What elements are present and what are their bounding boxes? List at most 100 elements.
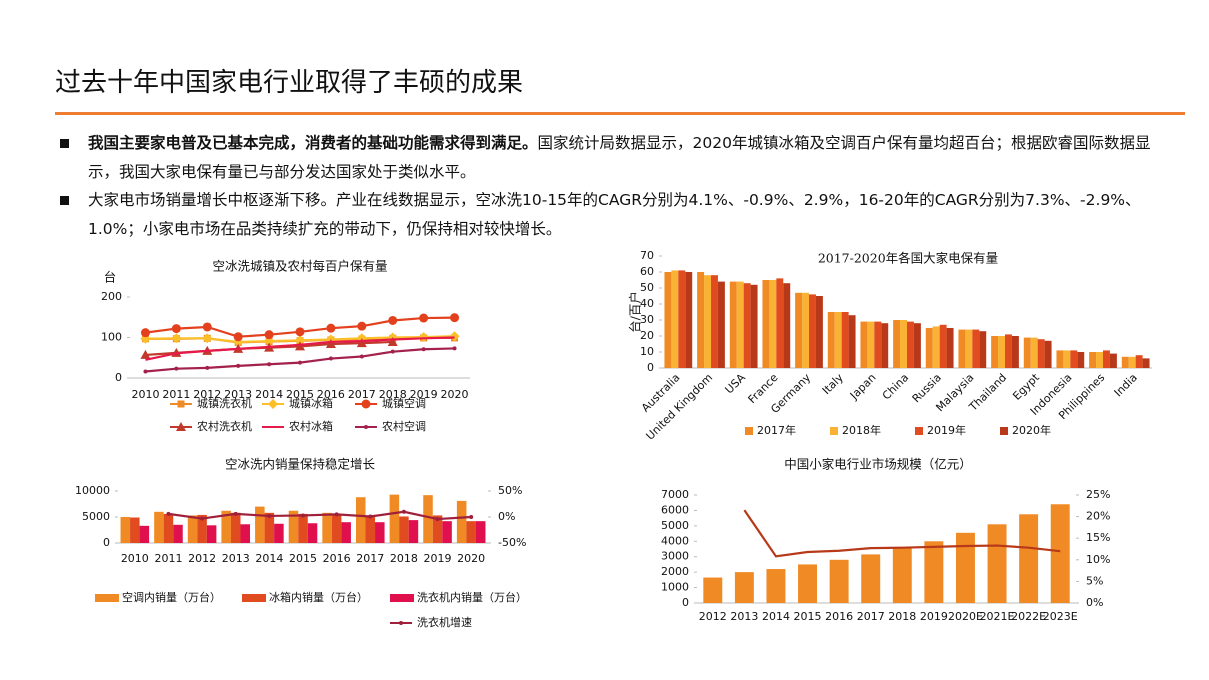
x-tick-label: 2013 xyxy=(222,552,250,565)
marker xyxy=(364,425,368,429)
y2-tick-label: -50% xyxy=(498,536,526,549)
bar xyxy=(841,312,849,368)
marker xyxy=(233,332,243,342)
x-tick-label: 2010 xyxy=(131,388,159,401)
bar xyxy=(221,510,231,543)
x-tick-label: 2015 xyxy=(289,552,317,565)
marker xyxy=(390,349,395,354)
bar xyxy=(331,514,342,543)
bar xyxy=(861,554,881,603)
marker xyxy=(267,362,272,367)
x-tick-label: 2012 xyxy=(699,610,727,623)
marker xyxy=(356,338,367,348)
chart-title: 中国小家电行业市场规模（亿元） xyxy=(784,457,972,472)
bullet-bold: 我国主要家电普及已基本完成，消费者的基础功能需求得到满足。 xyxy=(88,134,538,152)
marker xyxy=(399,621,403,625)
bar xyxy=(1050,504,1070,603)
marker xyxy=(143,369,148,374)
bullet-text: 国家统计局数据显示，2020年城镇冰箱及空调百户保有量均超百台；根据欧睿国际数据… xyxy=(88,134,1151,181)
marker xyxy=(401,509,406,514)
bar xyxy=(1056,350,1064,368)
legend-label: 2019年 xyxy=(927,423,966,437)
bar xyxy=(264,512,275,543)
bar xyxy=(355,497,366,543)
x-tick-label: 2020E xyxy=(948,610,983,623)
bar xyxy=(206,525,217,543)
x-tick-label: 2019 xyxy=(424,552,452,565)
marker xyxy=(171,333,182,344)
marker xyxy=(267,513,272,518)
y-tick-label: 6000 xyxy=(661,503,689,516)
bar xyxy=(1044,340,1052,368)
bar xyxy=(432,515,443,543)
bar xyxy=(766,569,786,603)
legend-swatch xyxy=(915,427,923,435)
y-tick-label: 2000 xyxy=(661,565,689,578)
x-tick-label: 2015 xyxy=(286,388,314,401)
chart-title: 2017-2020年各国大家电保有量 xyxy=(818,251,998,266)
bar xyxy=(685,272,693,368)
bar xyxy=(769,280,777,368)
marker xyxy=(452,346,457,351)
bar xyxy=(874,321,882,368)
marker xyxy=(171,324,181,334)
bar xyxy=(907,321,914,368)
bar xyxy=(197,514,207,543)
marker xyxy=(328,356,333,361)
marker xyxy=(295,341,305,351)
x-tick-label: 2013 xyxy=(224,388,252,401)
bar xyxy=(1096,352,1103,368)
legend-label: 2018年 xyxy=(842,423,881,437)
marker xyxy=(200,516,205,521)
y-tick-label: 0 xyxy=(682,596,689,609)
bar xyxy=(1077,352,1085,368)
legend-label: 2020年 xyxy=(1012,423,1051,437)
marker xyxy=(268,399,278,409)
bar xyxy=(834,312,842,368)
bar xyxy=(120,517,131,543)
bar xyxy=(711,275,718,368)
y-tick-label: 0 xyxy=(103,536,110,549)
marker xyxy=(264,336,275,347)
y-tick-label: 3000 xyxy=(661,550,689,563)
bar xyxy=(900,320,907,368)
bar xyxy=(932,326,940,368)
marker xyxy=(357,321,367,331)
bar xyxy=(815,296,823,368)
bar xyxy=(798,564,818,603)
x-tick-label: USA xyxy=(723,371,749,397)
bullet-text: 大家电市场销量增长中枢逐渐下移。产业在线数据显示，空冰洗10-15年的CAGR分… xyxy=(88,191,1141,238)
x-tick-label: 2016 xyxy=(317,388,345,401)
x-tick-label: 2018 xyxy=(390,552,418,565)
y-tick-label: 4000 xyxy=(661,534,689,547)
marker xyxy=(166,511,171,516)
marker xyxy=(174,366,179,371)
x-tick-label: 2022E xyxy=(1011,610,1046,623)
bar xyxy=(375,522,385,543)
bar xyxy=(946,328,954,368)
marker xyxy=(449,331,460,342)
bullet: 大家电市场销量增长中枢逐渐下移。产业在线数据显示，空冰洗10-15年的CAGR分… xyxy=(88,186,1158,244)
bar xyxy=(408,520,419,543)
bar xyxy=(736,281,744,368)
marker xyxy=(361,399,371,409)
y2-tick-label: 5% xyxy=(1086,574,1103,587)
bar xyxy=(925,328,933,368)
bar xyxy=(139,525,150,543)
marker xyxy=(140,328,150,338)
bar xyxy=(958,329,966,368)
x-tick-label: 2014 xyxy=(255,388,283,401)
y-tick-label: 40 xyxy=(640,297,654,310)
x-tick-label: Italy xyxy=(820,371,846,397)
bar xyxy=(1030,337,1038,368)
bar xyxy=(998,336,1005,368)
bar xyxy=(979,331,987,368)
bar xyxy=(893,320,901,368)
marker xyxy=(368,514,373,519)
y-tick-label: 70 xyxy=(640,249,654,262)
bar xyxy=(972,329,980,368)
bar xyxy=(240,524,251,543)
x-tick-label: 2014 xyxy=(762,610,790,623)
chart-title: 空冰洗城镇及农村每百户保有量 xyxy=(212,259,387,274)
bar xyxy=(1023,337,1031,368)
